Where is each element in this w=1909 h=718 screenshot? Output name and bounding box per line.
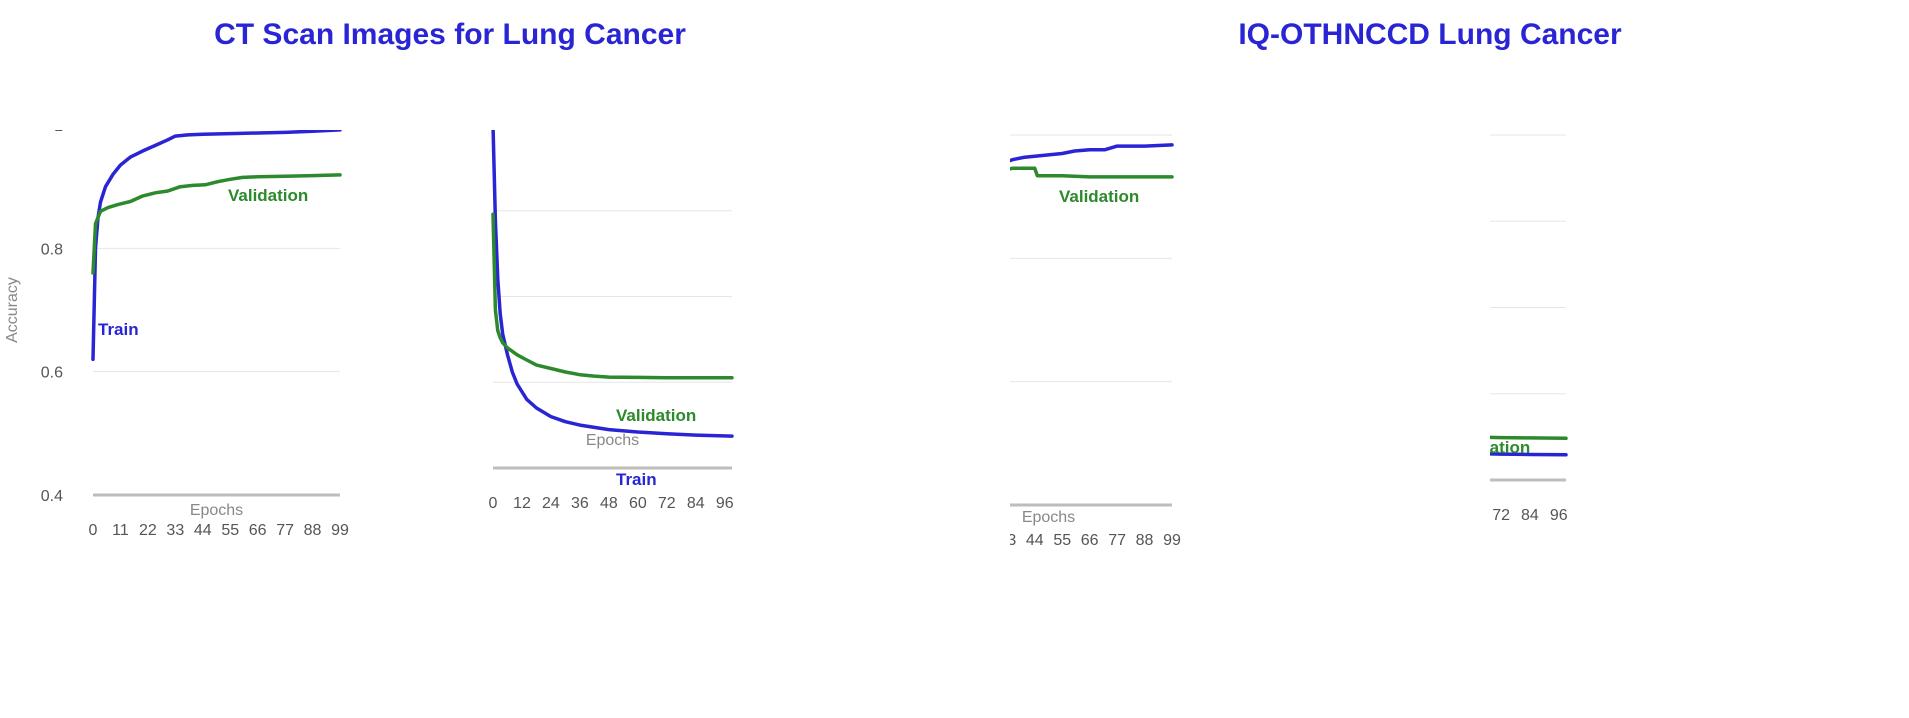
x-tick-label: 33 <box>1010 532 1016 549</box>
series-label-validation: Validation <box>1490 438 1530 457</box>
x-tick-label: 96 <box>1550 507 1568 524</box>
y-axis-title: Accuracy <box>4 277 21 343</box>
x-tick-label: 0 <box>489 495 498 512</box>
x-tick-label: 72 <box>1492 507 1510 524</box>
series-label-validation: Validation <box>1059 187 1139 206</box>
series-line-train <box>1010 143 1174 163</box>
y-tick-label: 0.6 <box>41 365 63 382</box>
x-tick-label: 99 <box>331 522 349 539</box>
x-tick-label: 55 <box>1053 532 1071 549</box>
x-tick-label: 24 <box>542 495 560 512</box>
series-label-validation: Validation <box>616 406 696 425</box>
x-tick-label: 99 <box>1163 532 1181 549</box>
chart-ct-loss: 00.250.50.75101224364860728496EpochsLoss… <box>489 130 734 512</box>
chart-iq-accuracy: 0.70.80.910112233445566778899EpochsAccur… <box>1010 134 1181 549</box>
x-tick-label: 22 <box>139 522 157 539</box>
x-tick-label: 66 <box>249 522 267 539</box>
x-tick-label: 77 <box>1108 532 1126 549</box>
series-line-validation <box>91 173 342 275</box>
series-line-validation <box>1010 166 1174 179</box>
x-tick-label: 33 <box>166 522 184 539</box>
x-tick-label: 48 <box>600 495 618 512</box>
y-tick-label: 0.8 <box>41 241 63 258</box>
series-line-validation <box>1490 435 1568 441</box>
group-title-iq-othnccd: IQ-OTHNCCD Lung Cancer <box>1238 18 1622 51</box>
chart-iq-loss: 00.250.50.75101224364860728496EpochsLoss… <box>1490 134 1568 524</box>
x-tick-label: 12 <box>513 495 531 512</box>
x-tick-label: 55 <box>221 522 239 539</box>
chart-ct-accuracy: 0.4 0.6 0.8 1 0 11 22 33 44 55 66 77 88 99 Epochs Accur… <box>4 130 349 539</box>
x-tick-label: 0 <box>89 522 98 539</box>
x-tick-label: 60 <box>629 495 647 512</box>
x-tick-label: 11 <box>112 522 129 539</box>
series-label-train: Train <box>616 470 657 489</box>
x-tick-label: 44 <box>194 522 212 539</box>
x-tick-label: 66 <box>1081 532 1099 549</box>
group-title-ct-scan: CT Scan Images for Lung Cancer <box>214 18 686 51</box>
x-axis-title: Epochs <box>586 432 639 449</box>
series-line-validation <box>491 212 734 380</box>
x-tick-label: 72 <box>658 495 676 512</box>
series-line-train <box>491 130 734 438</box>
y-tick-label: 0.4 <box>41 488 63 505</box>
series-label-validation: Validation <box>228 186 308 205</box>
x-tick-label: 77 <box>276 522 294 539</box>
x-tick-label: 44 <box>1026 532 1044 549</box>
series-line-train <box>91 130 342 362</box>
series-line-train <box>1490 452 1568 457</box>
x-tick-label: 88 <box>304 522 322 539</box>
x-tick-label: 84 <box>687 495 705 512</box>
x-tick-label: 36 <box>571 495 589 512</box>
y-tick-label: 1 <box>54 130 63 135</box>
x-axis-title: Epochs <box>1022 509 1075 526</box>
x-tick-label: 96 <box>716 495 734 512</box>
x-tick-label: 88 <box>1136 532 1154 549</box>
x-tick-label: 84 <box>1521 507 1539 524</box>
x-axis-title: Epochs <box>190 502 243 519</box>
series-label-train: Train <box>98 320 139 339</box>
